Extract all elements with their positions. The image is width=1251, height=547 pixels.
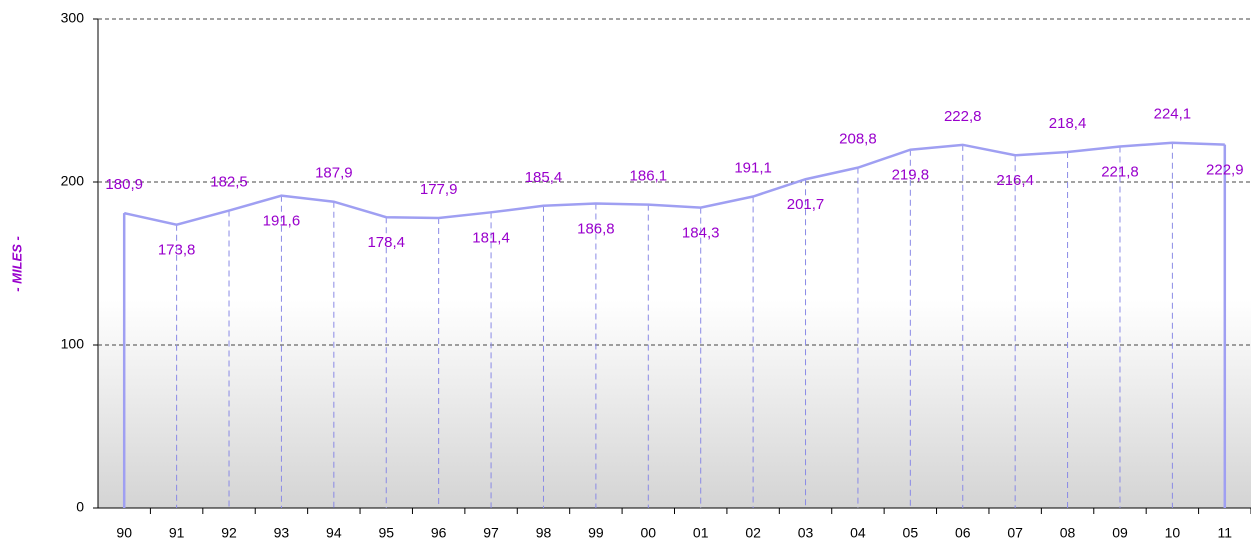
x-tick-label: 99 bbox=[588, 525, 604, 541]
value-label: 181,4 bbox=[472, 229, 510, 246]
value-label: 178,4 bbox=[367, 234, 405, 251]
value-label: 191,1 bbox=[734, 159, 772, 176]
x-tick-label: 95 bbox=[378, 525, 394, 541]
value-label: 191,6 bbox=[263, 213, 301, 230]
x-tick-label: 08 bbox=[1060, 525, 1076, 541]
x-tick-label: 90 bbox=[116, 525, 132, 541]
x-tick-label: 97 bbox=[483, 525, 499, 541]
x-tick-label: 05 bbox=[903, 525, 919, 541]
value-label: 221,8 bbox=[1101, 163, 1139, 180]
value-label: 216,4 bbox=[996, 172, 1034, 189]
value-label: 208,8 bbox=[839, 131, 877, 148]
value-label: 185,4 bbox=[525, 169, 563, 186]
x-tick-label: 03 bbox=[798, 525, 814, 541]
x-tick-label: 11 bbox=[1218, 525, 1233, 541]
value-label: 219,8 bbox=[892, 167, 930, 184]
y-tick-label: 300 bbox=[61, 10, 85, 26]
value-label: 180,9 bbox=[105, 176, 143, 193]
y-tick-label: 100 bbox=[61, 336, 85, 352]
value-label: 201,7 bbox=[787, 196, 825, 213]
value-label: 182,5 bbox=[210, 173, 248, 190]
x-tick-label: 98 bbox=[536, 525, 552, 541]
plot-background bbox=[98, 300, 1251, 508]
value-label: 187,9 bbox=[315, 165, 353, 182]
x-tick-label: 07 bbox=[1007, 525, 1023, 541]
y-tick-label: 0 bbox=[76, 499, 84, 515]
value-label: 186,8 bbox=[577, 220, 615, 237]
value-label: 184,3 bbox=[682, 225, 720, 242]
value-label: 222,8 bbox=[944, 108, 982, 125]
value-label: 173,8 bbox=[158, 242, 196, 259]
x-tick-label: 09 bbox=[1112, 525, 1128, 541]
value-label: 224,1 bbox=[1154, 106, 1192, 123]
x-tick-label: 92 bbox=[221, 525, 237, 541]
x-tick-label: 93 bbox=[274, 525, 290, 541]
x-tick-label: 04 bbox=[850, 525, 866, 541]
x-tick-label: 94 bbox=[326, 525, 342, 541]
y-tick-label: 200 bbox=[61, 173, 85, 189]
value-label: 186,1 bbox=[630, 168, 668, 185]
value-label: 222,9 bbox=[1206, 162, 1244, 179]
x-tick-label: 06 bbox=[955, 525, 971, 541]
value-label: 218,4 bbox=[1049, 115, 1087, 132]
x-tick-label: 96 bbox=[431, 525, 447, 541]
chart: - MILES - 010020030090919293949596979899… bbox=[0, 0, 1251, 547]
y-axis-label: - MILES - bbox=[9, 236, 24, 292]
value-label: 177,9 bbox=[420, 181, 458, 198]
x-tick-label: 02 bbox=[745, 525, 761, 541]
x-tick-label: 00 bbox=[641, 525, 657, 541]
x-tick-label: 01 bbox=[693, 525, 709, 541]
x-tick-label: 10 bbox=[1165, 525, 1181, 541]
x-tick-label: 91 bbox=[169, 525, 185, 541]
